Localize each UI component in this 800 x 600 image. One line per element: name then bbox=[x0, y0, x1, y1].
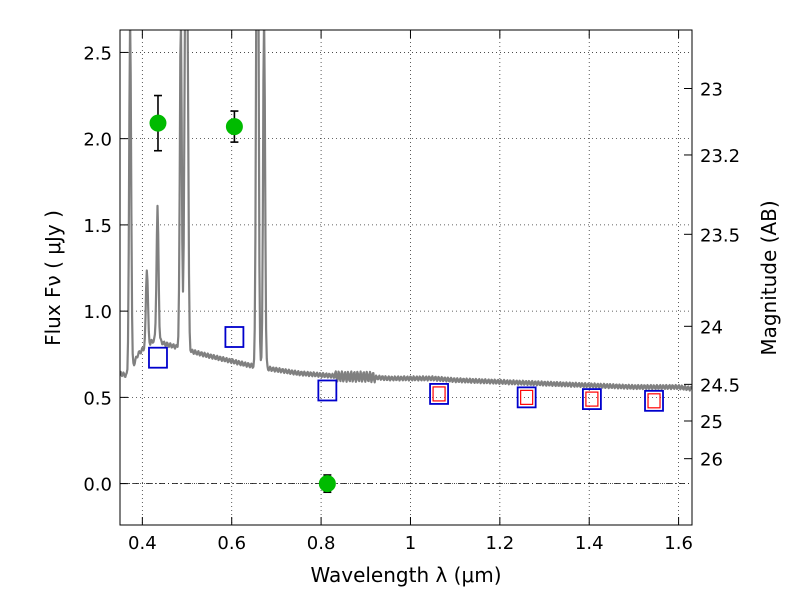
x-tick-label: 0.4 bbox=[128, 533, 157, 554]
model-square-red bbox=[585, 391, 599, 407]
x-tick-label: 1.6 bbox=[664, 533, 693, 554]
x-tick-label: 1.2 bbox=[486, 533, 515, 554]
model-square-blue bbox=[148, 346, 168, 369]
x-axis-title: Wavelength λ (μm) bbox=[310, 563, 501, 587]
observed-point bbox=[225, 118, 243, 136]
model-square-red bbox=[520, 389, 534, 405]
model-square-blue bbox=[582, 388, 602, 410]
model-square-blue bbox=[317, 379, 338, 402]
y-tick-label: 0.5 bbox=[83, 388, 112, 409]
mag-tick-label: 25 bbox=[700, 412, 723, 433]
mag-tick-label: 23.2 bbox=[700, 146, 740, 167]
x-tick-label: 0.6 bbox=[217, 533, 246, 554]
spectrum-layer bbox=[120, 30, 692, 392]
mag-tick-label: 23 bbox=[700, 79, 723, 100]
model-square-red bbox=[432, 386, 446, 402]
grid-layer bbox=[120, 30, 692, 525]
mag-tick-label: 26 bbox=[700, 450, 723, 471]
model-square-blue bbox=[429, 383, 449, 405]
x-tick-label: 0.8 bbox=[307, 533, 336, 554]
ticks-layer: 0.4 0.6 0.8 1 1.2 1.4 1.6 0.0 0.5 1.0 1.5 2.0 2.5 23 2… bbox=[83, 30, 740, 554]
observed-point bbox=[318, 475, 336, 493]
y-tick-label: 2.0 bbox=[83, 130, 112, 151]
y-tick-label: 1.5 bbox=[83, 216, 112, 237]
plot-frame bbox=[119, 29, 693, 526]
model-square-red bbox=[647, 393, 661, 409]
model-square-blue bbox=[516, 386, 537, 409]
model-square-blue bbox=[224, 326, 245, 348]
points-layer bbox=[148, 94, 664, 494]
y-tick-label: 2.5 bbox=[83, 43, 112, 64]
observed-point bbox=[149, 114, 167, 132]
y-axis-title: Flux Fν ( μJy ) bbox=[41, 210, 65, 346]
mag-tick-label: 23.5 bbox=[700, 225, 740, 246]
model-square-blue bbox=[644, 389, 664, 412]
mag-tick-label: 24.5 bbox=[700, 375, 740, 396]
y-tick-label: 0.0 bbox=[83, 475, 112, 496]
x-tick-label: 1 bbox=[405, 533, 416, 554]
right-axis-title: Magnitude (AB) bbox=[757, 200, 781, 355]
mag-tick-label: 24 bbox=[700, 317, 723, 338]
y-tick-label: 1.0 bbox=[83, 302, 112, 323]
x-tick-label: 1.4 bbox=[575, 533, 604, 554]
spectrum-line bbox=[120, 30, 692, 392]
